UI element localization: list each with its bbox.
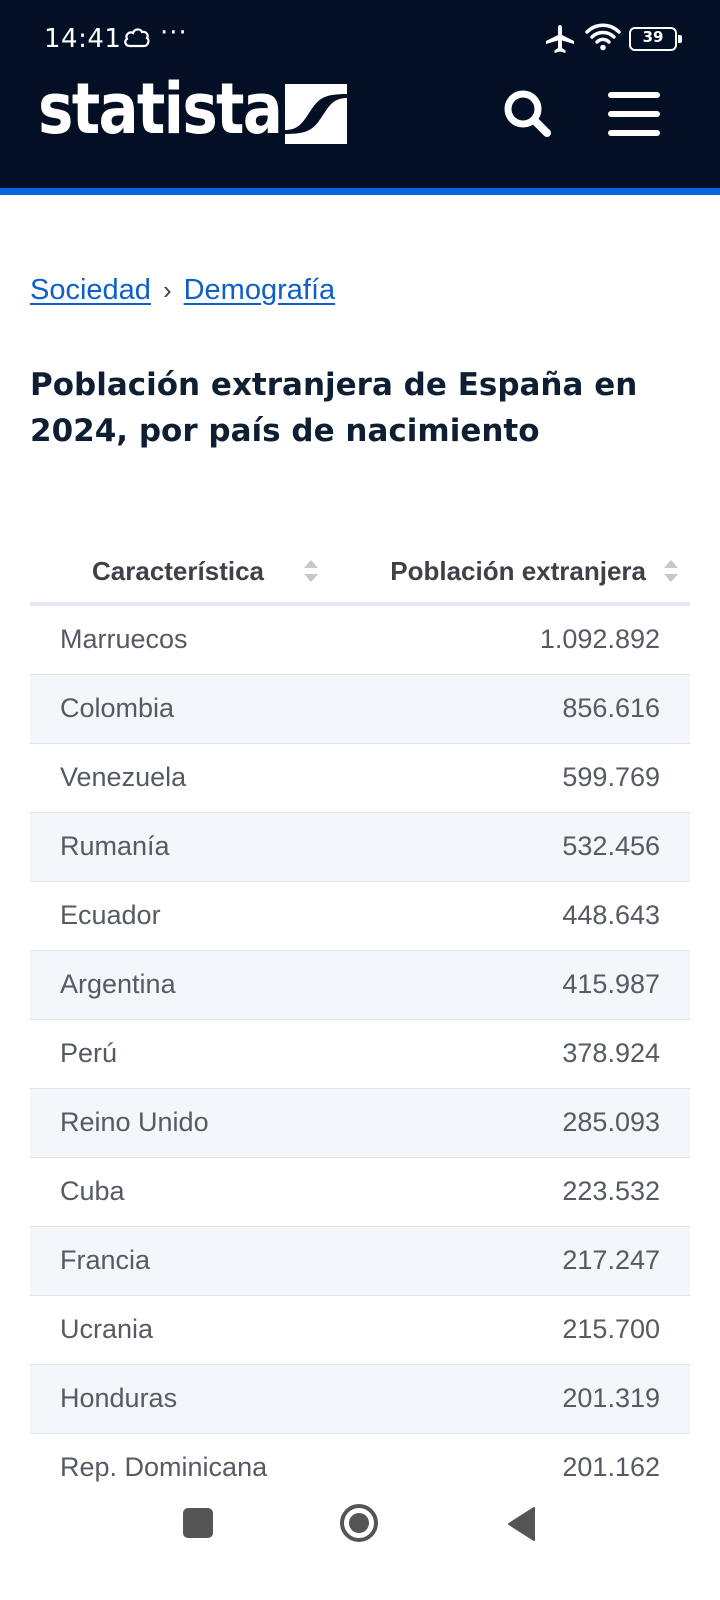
cloud-icon <box>124 28 150 48</box>
cell-population: 201.319 <box>562 1383 660 1413</box>
airplane-icon <box>546 25 574 53</box>
cell-country: Rumanía <box>60 831 170 861</box>
menu-bar <box>608 130 660 136</box>
menu-bar <box>608 92 660 98</box>
home-circle-icon[interactable] <box>339 1503 379 1543</box>
cell-population: 285.093 <box>562 1107 660 1137</box>
cell-country: Ucrania <box>60 1314 154 1344</box>
table-row: Venezuela 599.769 <box>30 744 690 813</box>
header-accent-bar <box>0 188 720 195</box>
sort-icon[interactable] <box>302 558 320 584</box>
cell-population: 217.247 <box>562 1245 660 1275</box>
cell-population: 856.616 <box>562 693 660 723</box>
cell-country: Rep. Dominicana <box>60 1452 268 1482</box>
table-row: Francia 217.247 <box>30 1227 690 1296</box>
cell-population: 599.769 <box>562 762 660 792</box>
back-triangle-icon[interactable] <box>506 1506 538 1542</box>
page-title: Población extranjera de España en 2024, … <box>30 367 638 449</box>
table-row: Colombia 856.616 <box>30 675 690 744</box>
recents-square-icon[interactable] <box>183 1508 213 1538</box>
cell-country: Argentina <box>60 969 176 999</box>
cell-country: Perú <box>60 1038 118 1068</box>
table-row: Ecuador 448.643 <box>30 882 690 951</box>
cell-population: 215.700 <box>562 1314 660 1344</box>
table-row: Cuba 223.532 <box>30 1158 690 1227</box>
breadcrumb-separator: › <box>162 275 172 305</box>
cell-population: 532.456 <box>562 831 660 861</box>
status-time: 14:41 <box>44 24 122 54</box>
cell-country: Cuba <box>60 1176 125 1206</box>
table-row: Argentina 415.987 <box>30 951 690 1020</box>
cell-population: 1.092.892 <box>539 624 660 654</box>
column-header-poblacion[interactable]: Población extranjera <box>390 556 646 586</box>
table-row: Rep. Dominicana 201.162 <box>30 1434 690 1503</box>
table-row: Reino Unido 285.093 <box>30 1089 690 1158</box>
cell-country: Reino Unido <box>60 1107 209 1137</box>
status-more-dots: ··· <box>160 18 188 48</box>
table-row: Perú 378.924 <box>30 1020 690 1089</box>
menu-bar <box>608 111 660 117</box>
cell-country: Colombia <box>60 693 175 723</box>
breadcrumb-link-demografia[interactable]: Demografía <box>183 274 336 306</box>
battery-level: 39 <box>642 28 664 46</box>
cell-country: Ecuador <box>60 900 161 930</box>
table-row: Rumanía 532.456 <box>30 813 690 882</box>
cell-population: 223.532 <box>562 1176 660 1206</box>
cell-population: 448.643 <box>562 900 660 930</box>
table-row: Marruecos 1.092.892 <box>30 606 690 675</box>
breadcrumb: Sociedad › Demografía <box>30 274 335 307</box>
cell-population: 415.987 <box>562 969 660 999</box>
menu-icon[interactable] <box>608 92 660 136</box>
cell-country: Marruecos <box>60 624 188 654</box>
table-row: Ucrania 215.700 <box>30 1296 690 1365</box>
app-header: 14:41 ··· 39 statista <box>0 0 720 188</box>
breadcrumb-link-sociedad[interactable]: Sociedad <box>30 274 151 306</box>
table-row: Honduras 201.319 <box>30 1365 690 1434</box>
column-header-caracteristica[interactable]: Característica <box>92 556 264 586</box>
statista-logo-mark[interactable] <box>285 84 347 144</box>
cell-population: 201.162 <box>562 1452 660 1482</box>
system-nav-bar <box>0 1494 720 1600</box>
cell-country: Venezuela <box>60 762 187 792</box>
table-header: Característica Población extranjera <box>30 540 690 606</box>
cell-country: Honduras <box>60 1383 178 1413</box>
sort-icon[interactable] <box>662 558 680 584</box>
battery-icon: 39 <box>629 27 682 51</box>
cell-population: 378.924 <box>562 1038 660 1068</box>
wifi-icon <box>585 23 621 51</box>
cell-country: Francia <box>60 1245 151 1275</box>
data-table: Característica Población extranjera Marr… <box>30 540 690 1503</box>
statista-logo[interactable]: statista <box>38 68 283 150</box>
search-icon[interactable] <box>500 86 556 142</box>
